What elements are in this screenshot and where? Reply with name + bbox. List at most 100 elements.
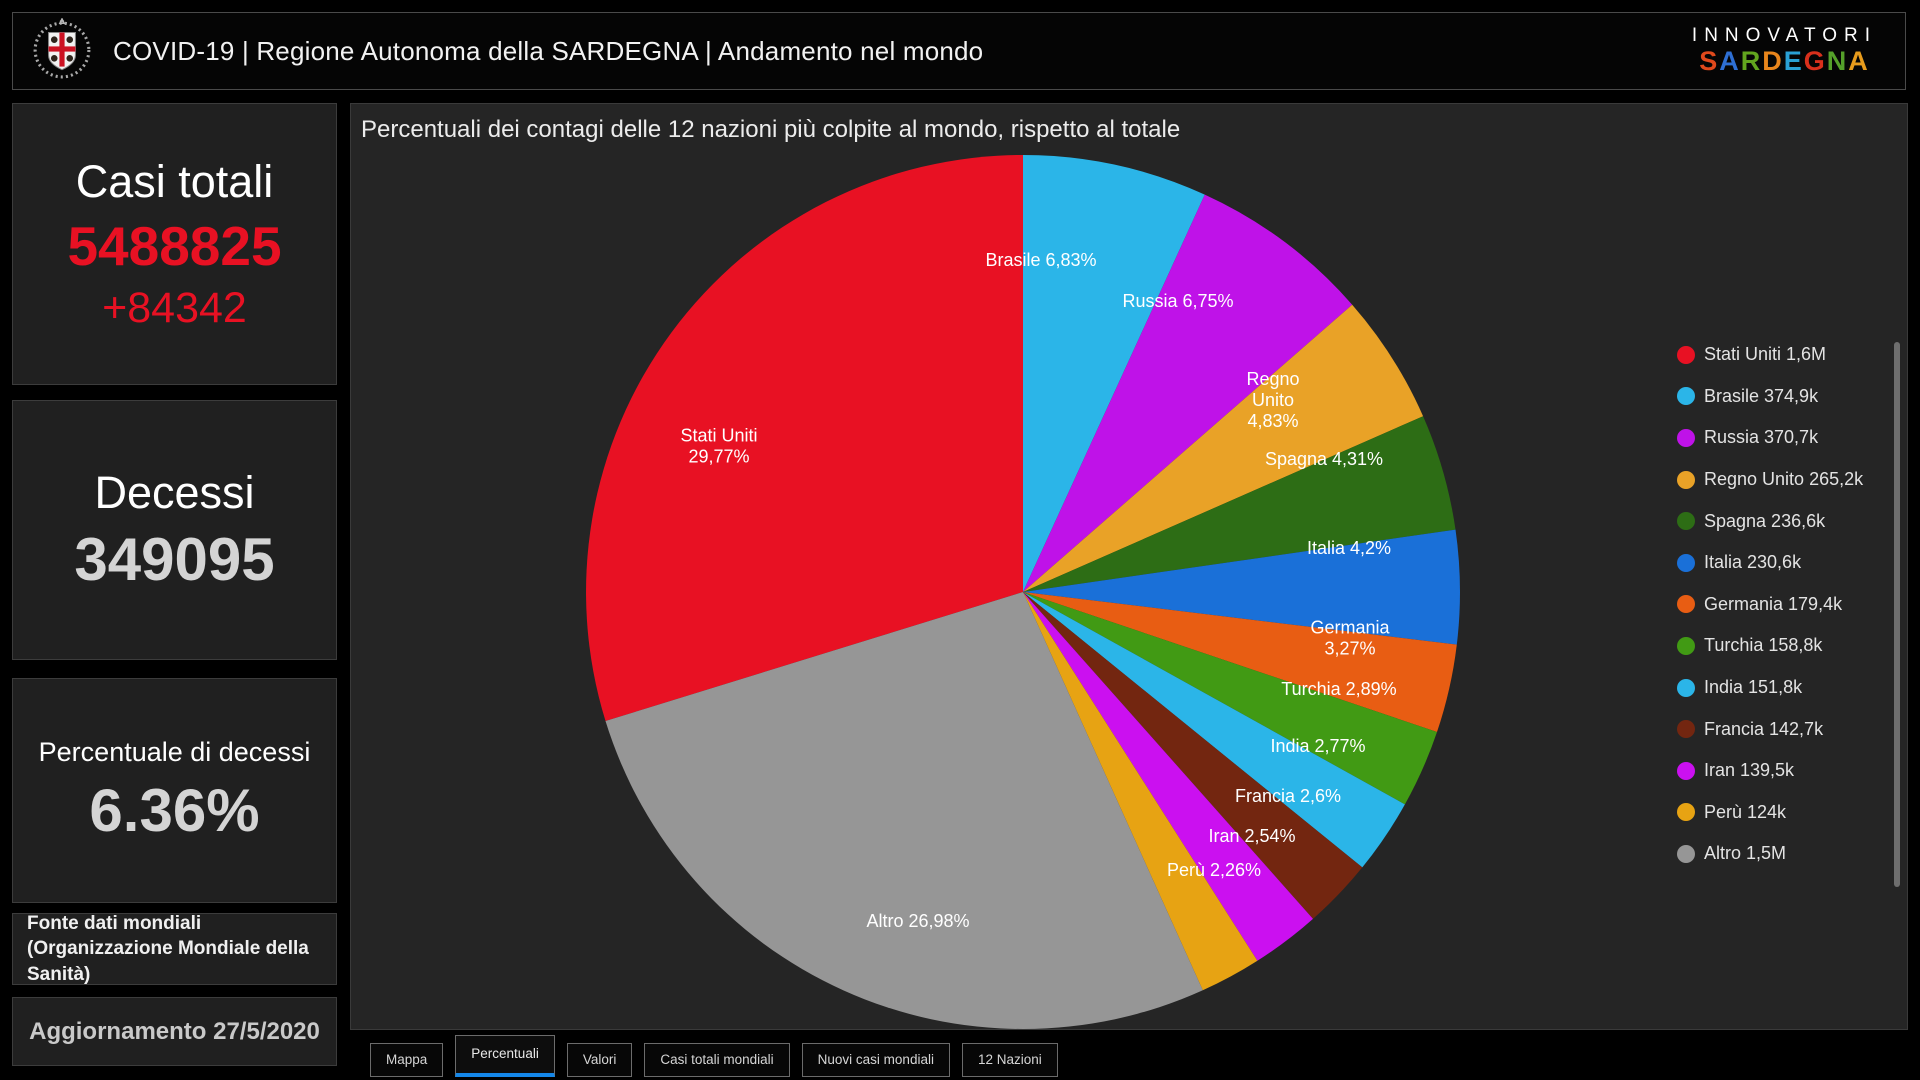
pie-slice-spagna[interactable]: [1023, 416, 1456, 592]
legend-label: Turchia 158,8k: [1704, 635, 1823, 656]
legend-label: Russia 370,7k: [1704, 427, 1819, 448]
casi-totali-label: Casi totali: [75, 155, 274, 207]
chart-title: Percentuali dei contagi delle 12 nazioni…: [361, 116, 1181, 143]
pie-label-russia: Russia 6,75%: [1122, 291, 1233, 311]
legend-dot-icon: [1677, 470, 1695, 489]
fonte-dati-text: Fonte dati mondiali (Organizzazione Mond…: [27, 912, 309, 985]
legend-item-spagna[interactable]: Spagna 236,6k: [1677, 500, 1863, 542]
chart-legend: Stati Uniti 1,6M Brasile 374,9k Russia 370…: [1677, 334, 1863, 875]
innovatori-sardegna-logo: INNOVATORI SARDEGNA: [1691, 24, 1877, 77]
legend-item-francia[interactable]: Francia 142,7k: [1677, 708, 1863, 750]
aggiornamento-text: Aggiornamento 27/5/2020: [29, 1017, 320, 1045]
pie-label-italia: Italia 4,2%: [1307, 538, 1391, 558]
pie-slice-iran[interactable]: [1023, 592, 1313, 961]
pie-slice-italia[interactable]: [1023, 529, 1460, 645]
legend-item-india[interactable]: India 151,8k: [1677, 667, 1863, 709]
tab-valori[interactable]: Valori: [566, 1043, 633, 1077]
tab-casi-totali-mondiali[interactable]: Casi totali mondiali: [644, 1043, 790, 1077]
pie-label-altro: Altro 26,98%: [866, 911, 969, 931]
percentuale-decessi-value: 6.36%: [89, 776, 260, 844]
card-decessi: Decessi 349095: [12, 400, 337, 660]
card-percentuale-decessi: Percentuale di decessi 6.36%: [12, 678, 337, 903]
tab-mappa[interactable]: Mappa: [370, 1043, 444, 1077]
pie-label-brasile: Brasile 6,83%: [985, 250, 1096, 270]
percentuale-decessi-label: Percentuale di decessi: [38, 736, 311, 767]
legend-scrollbar[interactable]: [1894, 342, 1900, 887]
legend-item-peru[interactable]: Perù 124k: [1677, 792, 1863, 834]
legend-item-altro[interactable]: Altro 1,5M: [1677, 833, 1863, 875]
legend-label: Germania 179,4k: [1704, 593, 1843, 614]
brand-letter: R: [1740, 45, 1763, 76]
legend-item-turchia[interactable]: Turchia 158,8k: [1677, 625, 1863, 667]
sardegna-coat-of-arms-icon: [33, 16, 91, 85]
pie-label-spagna: Spagna 4,31%: [1265, 449, 1383, 469]
legend-item-regno-unito[interactable]: Regno Unito 265,2k: [1677, 459, 1863, 501]
pie-label-stati-uniti: Stati Uniti 29,77%: [680, 426, 757, 467]
pie-label-turchia: Turchia 2,89%: [1281, 679, 1396, 699]
brand-letter: A: [1719, 45, 1741, 76]
page-tab-bar: Mappa Percentuali Valori Casi totali mondia…: [370, 1035, 1058, 1077]
legend-item-russia[interactable]: Russia 370,7k: [1677, 417, 1863, 459]
legend-item-stati-uniti[interactable]: Stati Uniti 1,6M: [1677, 334, 1863, 376]
page-title: COVID-19 | Regione Autonoma della SARDEG…: [113, 35, 984, 66]
brand-letter: A: [1848, 45, 1870, 76]
legend-item-italia[interactable]: Italia 230,6k: [1677, 542, 1863, 584]
pie-slice-brasile[interactable]: [1023, 155, 1205, 592]
pie-chart: Stati Uniti 29,77% Brasile 6,83% Russia 6,7…: [586, 155, 1460, 1029]
legend-dot-icon: [1677, 803, 1695, 822]
pie-slice-peru[interactable]: [1023, 592, 1258, 991]
pie-slice-turchia[interactable]: [1023, 592, 1437, 805]
legend-label: Iran 139,5k: [1704, 760, 1795, 781]
legend-dot-icon: [1677, 595, 1695, 614]
legend-dot-icon: [1677, 678, 1695, 697]
legend-label: Francia 142,7k: [1704, 718, 1824, 739]
casi-totali-value: 5488825: [67, 214, 282, 277]
legend-label: Stati Uniti 1,6M: [1704, 344, 1827, 365]
card-casi-totali: Casi totali 5488825 +84342: [12, 103, 337, 385]
decessi-value: 349095: [74, 525, 275, 593]
pie-slice-india[interactable]: [1023, 592, 1405, 868]
app-header: COVID-19 | Regione Autonoma della SARDEG…: [12, 12, 1906, 90]
casi-totali-delta: +84342: [102, 283, 247, 332]
pie-slice-francia[interactable]: [1023, 592, 1363, 919]
pie-slice-germania[interactable]: [1023, 592, 1457, 732]
card-fonte-dati: Fonte dati mondiali (Organizzazione Mond…: [12, 913, 337, 985]
legend-dot-icon: [1677, 553, 1695, 572]
pie-label-iran: Iran 2,54%: [1208, 826, 1295, 846]
legend-item-brasile[interactable]: Brasile 374,9k: [1677, 376, 1863, 418]
brand-letter: S: [1699, 45, 1720, 76]
legend-dot-icon: [1677, 345, 1695, 364]
legend-dot-icon: [1677, 720, 1695, 739]
brand-letter: E: [1783, 45, 1804, 76]
brand-line1: INNOVATORI: [1691, 24, 1877, 46]
pie-slice-altro[interactable]: [605, 592, 1203, 1029]
tab-12-nazioni[interactable]: 12 Nazioni: [961, 1043, 1058, 1077]
legend-item-germania[interactable]: Germania 179,4k: [1677, 584, 1863, 626]
brand-letter: N: [1826, 45, 1849, 76]
legend-dot-icon: [1677, 761, 1695, 780]
pie-slice-russia[interactable]: [1023, 194, 1353, 592]
legend-dot-icon: [1677, 387, 1695, 406]
pie-slice-regno-unito[interactable]: [1023, 304, 1424, 592]
brand-letter: D: [1762, 45, 1784, 76]
legend-dot-icon: [1677, 428, 1695, 447]
pie-chart-panel: Stati Uniti 29,77% Brasile 6,83% Russia 6,7…: [350, 103, 1908, 1030]
legend-label: Perù 124k: [1704, 801, 1787, 822]
pie-label-germania: Germania 3,27%: [1310, 618, 1390, 659]
pie-slice-stati-uniti[interactable]: [586, 155, 1023, 721]
legend-label: Brasile 374,9k: [1704, 385, 1819, 406]
legend-label: India 151,8k: [1704, 677, 1803, 698]
pie-label-francia: Francia 2,6%: [1235, 786, 1341, 806]
legend-label: Spagna 236,6k: [1704, 510, 1826, 531]
card-aggiornamento: Aggiornamento 27/5/2020: [12, 997, 337, 1066]
tab-percentuali[interactable]: Percentuali: [455, 1035, 555, 1077]
legend-label: Italia 230,6k: [1704, 552, 1802, 573]
tab-nuovi-casi-mondiali[interactable]: Nuovi casi mondiali: [801, 1043, 950, 1077]
legend-dot-icon: [1677, 844, 1695, 863]
pie-label-regno-unito: Regno Unito 4,83%: [1246, 369, 1299, 431]
brand-line2: SARDEGNA: [1692, 45, 1877, 77]
legend-item-iran[interactable]: Iran 139,5k: [1677, 750, 1863, 792]
decessi-label: Decessi: [94, 466, 255, 518]
legend-dot-icon: [1677, 512, 1695, 531]
